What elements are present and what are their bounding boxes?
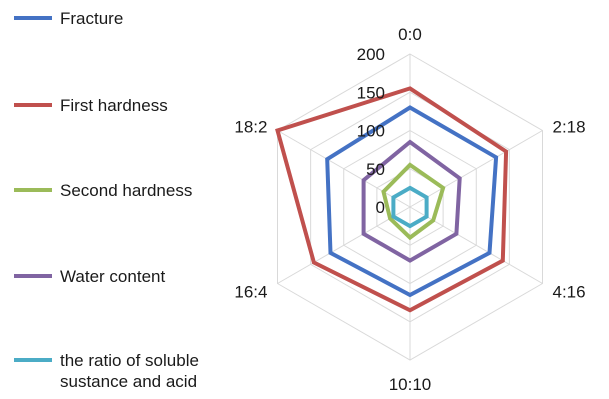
- radar-series: [275, 86, 509, 313]
- series-line-0: [325, 105, 499, 298]
- legend-item-soluble-acid-ratio: the ratio of soluble sustance and acid: [14, 350, 240, 392]
- series-line-1: [275, 86, 509, 313]
- radial-tick-label: 200: [357, 45, 385, 64]
- legend-swatch-fracture: [14, 16, 52, 20]
- legend-swatch-first-hardness: [14, 103, 52, 107]
- category-label: 10:10: [389, 375, 432, 394]
- radial-tick-labels: 0 50 100 150 200: [357, 45, 385, 217]
- grid-spoke: [277, 206, 411, 284]
- category-labels: 0:0 2:18 4:16 10:10 16:4 18:2: [234, 25, 585, 394]
- category-label: 0:0: [398, 25, 422, 44]
- category-label: 18:2: [234, 118, 267, 137]
- series-line-2: [381, 162, 446, 241]
- legend-label: Second hardness: [60, 181, 193, 200]
- category-label: 4:16: [553, 283, 586, 302]
- legend-label: Water content: [60, 267, 166, 286]
- legend-item-water-content: Water content: [14, 266, 165, 287]
- legend-swatch-soluble-acid-ratio: [14, 358, 52, 362]
- legend-label: Fracture: [60, 9, 124, 28]
- radial-tick-label: 50: [366, 160, 385, 179]
- series-line-3: [361, 139, 462, 263]
- grid-spoke: [277, 130, 411, 208]
- series-line-4: [391, 185, 429, 229]
- legend-swatch-second-hardness: [14, 188, 52, 192]
- legend-item-fracture: Fracture: [14, 8, 123, 29]
- radial-tick-label: 0: [376, 198, 385, 217]
- category-label: 2:18: [553, 118, 586, 137]
- category-label: 16:4: [234, 283, 267, 302]
- radial-tick-label: 150: [357, 83, 385, 102]
- grid-spoke: [409, 130, 543, 208]
- legend-swatch-water-content: [14, 274, 52, 278]
- legend-item-first-hardness: First hardness: [14, 95, 168, 116]
- legend-label: the ratio of soluble sustance and acid: [60, 351, 199, 391]
- legend-label: First hardness: [60, 96, 168, 115]
- radial-tick-label: 100: [357, 122, 385, 141]
- legend-item-second-hardness: Second hardness: [14, 180, 192, 201]
